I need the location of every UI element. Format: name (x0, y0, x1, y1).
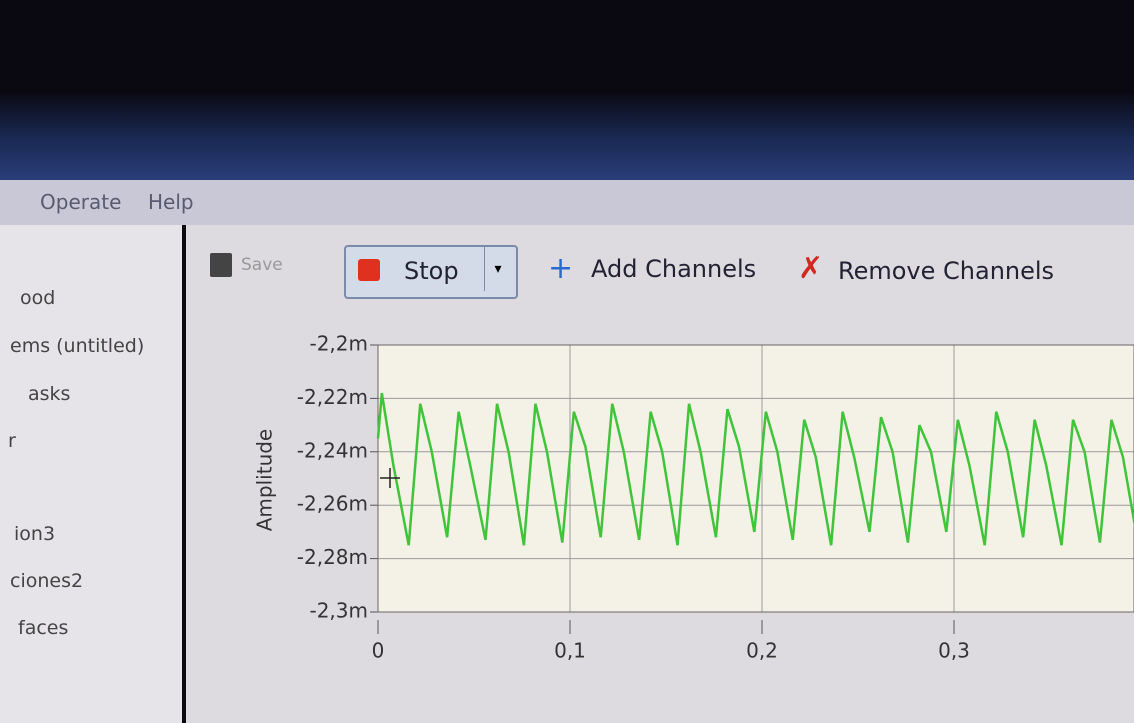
x-tick-label: 0,3 (938, 639, 970, 663)
y-tick-label: -2,3m (309, 599, 368, 623)
page: Operate Help ood ems (untitled) asks r i… (0, 0, 1134, 723)
x-tick-label: 0 (372, 639, 385, 663)
y-tick-label: -2,2m (309, 332, 368, 356)
y-tick-label: -2,24m (297, 438, 368, 462)
y-tick-label: -2,28m (297, 545, 368, 569)
y-tick-label: -2,22m (297, 385, 368, 409)
y-axis-label: Amplitude (253, 429, 277, 532)
x-tick-label: 0,2 (746, 639, 778, 663)
x-tick-label: 0,1 (554, 639, 586, 663)
chart: Amplitude -2,3m -2,28m -2,26m -2,24m -2,22m -… (0, 0, 1134, 723)
y-tick-label: -2,26m (297, 492, 368, 516)
